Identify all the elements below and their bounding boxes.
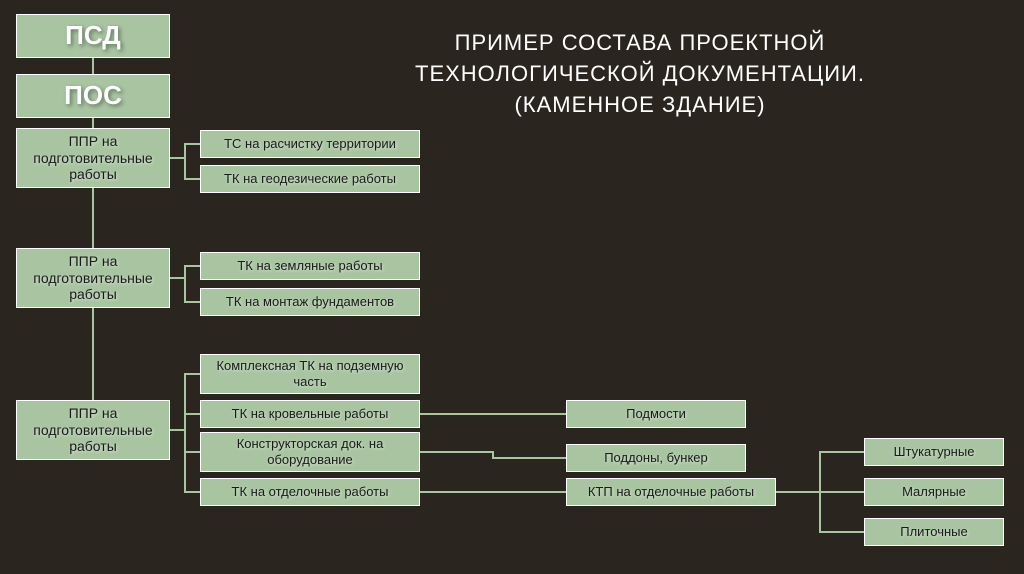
node-konst: Конструкторская док. на оборудование [200, 432, 420, 472]
node-label: ТК на отделочные работы [232, 484, 389, 500]
node-label: ППР на подготовительные работы [23, 253, 163, 303]
node-ktp: КТП на отделочные работы [566, 478, 776, 506]
node-label: ТК на геодезические работы [224, 171, 396, 187]
node-label: КТП на отделочные работы [588, 484, 754, 500]
node-tk_zem: ТК на земляные работы [200, 252, 420, 280]
node-label: ТК на кровельные работы [232, 406, 389, 422]
node-pos: ПОС [16, 74, 170, 118]
title-line1: ПРИМЕР СОСТАВА ПРОЕКТНОЙ [455, 30, 826, 55]
node-label: ТК на земляные работы [237, 258, 382, 274]
node-label: Поддоны, бункер [604, 450, 708, 466]
node-podd: Поддоны, бункер [566, 444, 746, 472]
node-podm: Подмости [566, 400, 746, 428]
title-line2: ТЕХНОЛОГИЧЕСКОЙ ДОКУМЕНТАЦИИ. [415, 61, 865, 86]
page-title: ПРИМЕР СОСТАВА ПРОЕКТНОЙ ТЕХНОЛОГИЧЕСКОЙ… [300, 28, 980, 120]
node-label: Плиточные [900, 524, 967, 540]
node-ppr1: ППР на подготовительные работы [16, 128, 170, 188]
node-tk_mon: ТК на монтаж фундаментов [200, 288, 420, 316]
node-komp: Комплексная ТК на подземную часть [200, 354, 420, 394]
node-ts_ras: ТС на расчистку территории [200, 130, 420, 158]
node-tk_krov: ТК на кровельные работы [200, 400, 420, 428]
node-label: Малярные [902, 484, 966, 500]
title-line3: (КАМЕННОЕ ЗДАНИЕ) [514, 92, 765, 117]
node-label: ТК на монтаж фундаментов [226, 294, 394, 310]
node-label: ППР на подготовительные работы [23, 133, 163, 183]
node-label: ПОС [64, 80, 122, 111]
node-ppr2: ППР на подготовительные работы [16, 248, 170, 308]
node-psd: ПСД [16, 14, 170, 58]
node-label: Конструкторская док. на оборудование [207, 436, 413, 467]
node-label: ППР на подготовительные работы [23, 405, 163, 455]
node-tk_geo: ТК на геодезические работы [200, 165, 420, 193]
node-label: ПСД [65, 20, 121, 51]
node-ppr3: ППР на подготовительные работы [16, 400, 170, 460]
node-shtuk: Штукатурные [864, 438, 1004, 466]
node-plit: Плиточные [864, 518, 1004, 546]
node-malyar: Малярные [864, 478, 1004, 506]
node-tk_otd: ТК на отделочные работы [200, 478, 420, 506]
node-label: ТС на расчистку территории [224, 136, 396, 152]
node-label: Подмости [626, 406, 686, 422]
node-label: Штукатурные [894, 444, 975, 460]
node-label: Комплексная ТК на подземную часть [207, 358, 413, 389]
